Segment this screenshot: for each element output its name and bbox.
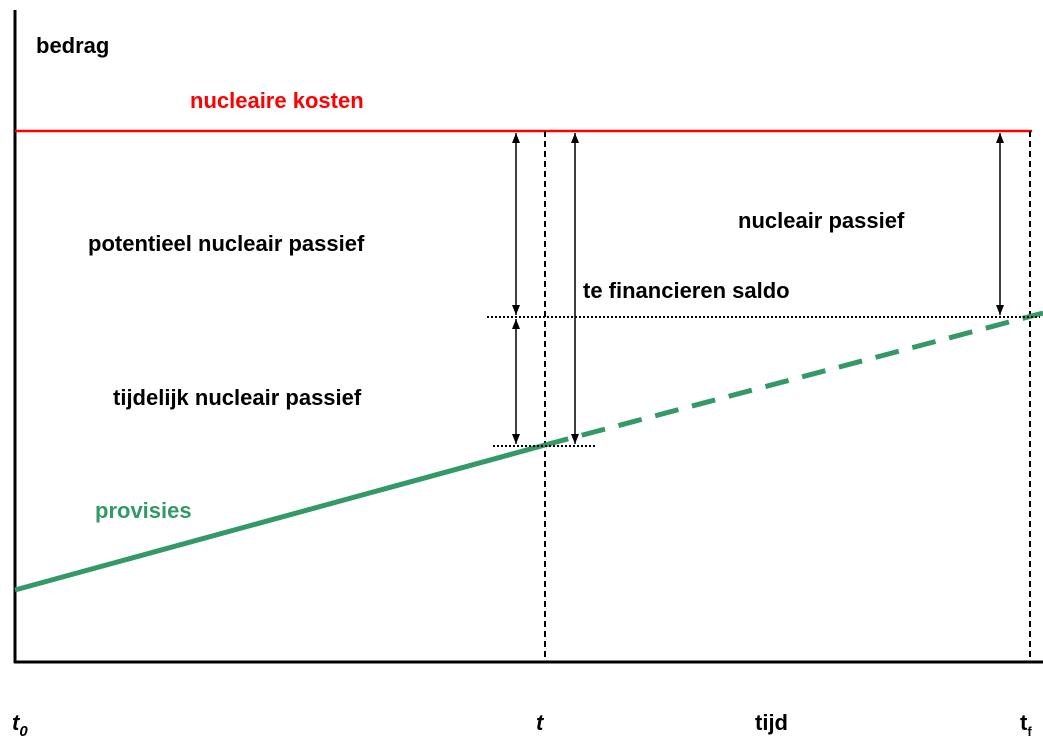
time-mark-main: t — [1020, 710, 1028, 735]
provisions-line — [14, 442, 546, 593]
time-mark-sub: f — [1027, 724, 1032, 739]
interval-label: tijdelijk nucleair passief — [113, 385, 362, 410]
time-mark: tf — [1020, 710, 1032, 739]
time-mark-main: t — [12, 710, 21, 735]
x-axis-label: tijd — [755, 710, 788, 735]
provisions-projection — [544, 310, 1043, 448]
provisions-label: provisies — [95, 498, 192, 523]
interval-label: potentieel nucleair passief — [88, 231, 365, 256]
time-mark: t — [536, 710, 545, 735]
axes — [13, 10, 1043, 664]
interval-label: te financieren saldo — [583, 278, 790, 303]
costs-label: nucleaire kosten — [190, 88, 364, 113]
interval-label: nucleair passief — [738, 208, 905, 233]
time-mark: t0 — [12, 710, 28, 740]
y-axis-label: bedrag — [36, 33, 109, 58]
time-mark-sub: 0 — [19, 723, 28, 740]
